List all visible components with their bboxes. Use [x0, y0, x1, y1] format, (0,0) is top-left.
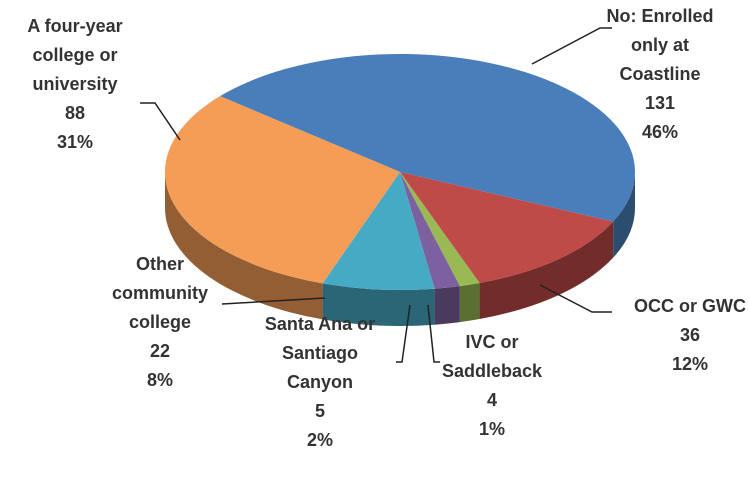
slice: [400, 172, 460, 289]
percent-label: 2%: [307, 430, 333, 450]
leader-line: [427, 304, 440, 363]
value-label: 131: [645, 93, 675, 113]
label-line: Santa Ana or: [265, 314, 375, 334]
slice: [400, 172, 480, 287]
label-line: No: Enrolled: [607, 6, 714, 26]
value-label: 4: [487, 390, 497, 410]
label-line: Coastline: [619, 64, 700, 84]
value-label: 5: [315, 401, 325, 421]
percent-label: 8%: [147, 370, 173, 390]
leader-line: [539, 284, 612, 313]
label-line: university: [32, 74, 117, 94]
label-line: Saddleback: [442, 361, 543, 381]
slice: [164, 96, 400, 284]
label-line: only at: [631, 35, 689, 55]
percent-label: 1%: [479, 419, 505, 439]
leader-line: [531, 27, 612, 65]
value-label: 88: [65, 103, 85, 123]
data-label: Other community college 22 8%: [112, 254, 208, 390]
label-line: Canyon: [287, 372, 353, 392]
label-line: Santiago: [282, 343, 358, 363]
label-line: IVC or: [465, 332, 518, 352]
data-label: Santa Ana or Santiago Canyon 5 2%: [265, 314, 375, 450]
slice: [322, 172, 435, 290]
slice-side: [434, 286, 460, 325]
data-label: No: Enrolled only at Coastline 131 46%: [607, 6, 714, 142]
slice-side: [459, 283, 480, 323]
label-line: Other: [136, 254, 184, 274]
data-label: IVC or Saddleback 4 1%: [442, 332, 543, 439]
label-line: A four-year: [27, 16, 122, 36]
label-line: OCC or GWC: [634, 296, 746, 316]
label-line: college: [129, 312, 191, 332]
slice: [219, 54, 636, 222]
data-label: A four-year college or university 88 31%: [27, 16, 122, 152]
label-line: college or: [32, 45, 117, 65]
slice: [400, 172, 614, 284]
value-label: 22: [150, 341, 170, 361]
data-label: OCC or GWC 36 12%: [634, 296, 746, 374]
percent-label: 46%: [642, 122, 678, 142]
leader-line: [221, 297, 326, 305]
value-label: 36: [680, 325, 700, 345]
slice-side: [479, 221, 614, 320]
percent-label: 12%: [672, 354, 708, 374]
percent-label: 31%: [57, 132, 93, 152]
slice-side: [613, 172, 635, 258]
leader-line: [396, 304, 411, 363]
slice-side: [322, 283, 435, 326]
label-line: community: [112, 283, 208, 303]
slice-side: [165, 172, 323, 320]
leader-line: [140, 102, 181, 141]
